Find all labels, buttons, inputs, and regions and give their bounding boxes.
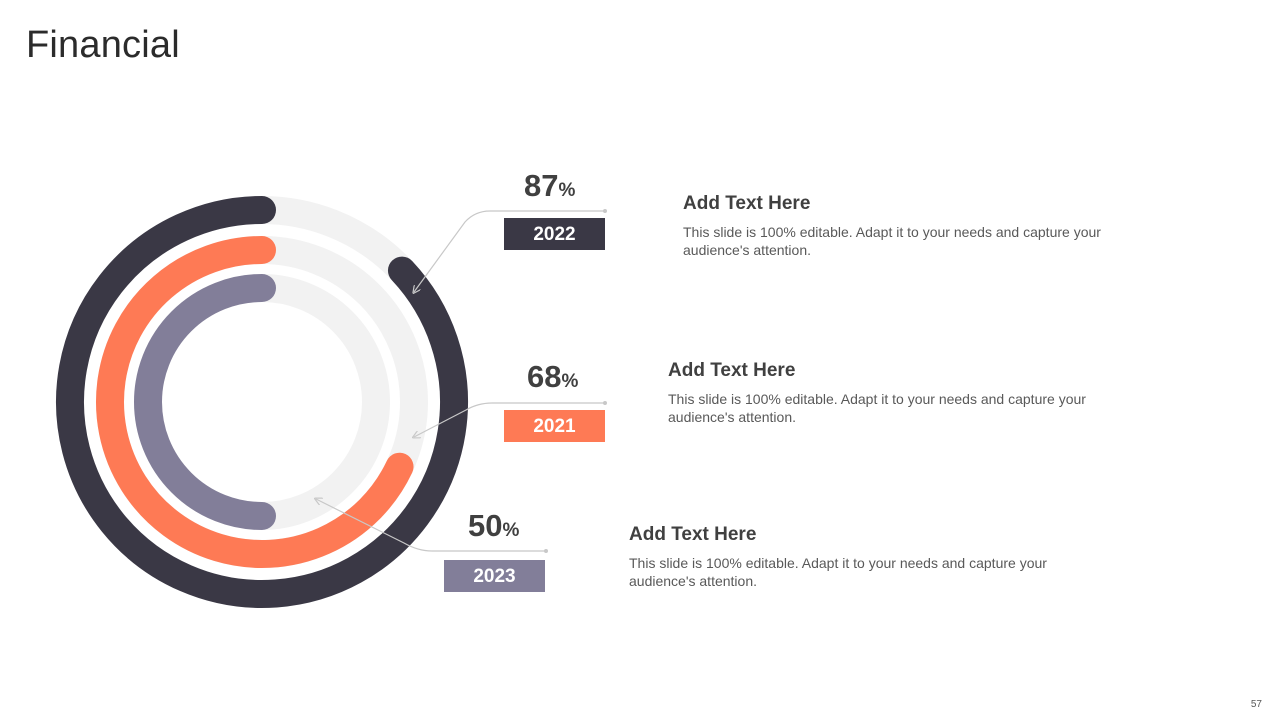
year-badge-2022: 2022 [504, 218, 605, 250]
percent-value: 68 [527, 359, 562, 394]
connector-dot-2022 [603, 209, 607, 213]
percent-value: 87 [524, 168, 559, 203]
connector-lines [316, 209, 607, 553]
percent-symbol: % [561, 371, 579, 392]
year-badge-2023: 2023 [444, 560, 545, 592]
percent-label-2021: 68% [527, 359, 578, 395]
slide-title: Financial [26, 24, 180, 66]
year-badge-2021: 2021 [504, 410, 605, 442]
percent-symbol: % [502, 520, 520, 541]
connector-line-2023 [316, 499, 546, 552]
ring-arcs [56, 196, 468, 608]
percent-value: 50 [468, 508, 503, 543]
text-body: This slide is 100% editable. Adapt it to… [668, 391, 1086, 425]
percent-symbol: % [558, 180, 576, 201]
text-heading: Add Text Here [668, 360, 796, 381]
connector-dot-2023 [544, 549, 548, 553]
connector-line-2021 [414, 402, 605, 437]
text-heading: Add Text Here [683, 193, 811, 214]
connector-dot-2021 [603, 401, 607, 405]
percent-label-2023: 50% [468, 508, 519, 544]
ring-arc-2021 [96, 236, 414, 568]
text-block-2022: Add Text Here This slide is 100% editabl… [683, 193, 1143, 259]
ring-arc-2023 [134, 274, 276, 530]
connector-line-2022 [414, 210, 605, 292]
text-body: This slide is 100% editable. Adapt it to… [629, 555, 1047, 589]
text-heading: Add Text Here [629, 524, 757, 545]
ring-arc-2022 [56, 196, 468, 608]
page-number: 57 [1250, 699, 1262, 710]
text-block-2023: Add Text Here This slide is 100% editabl… [629, 524, 1089, 590]
text-block-2021: Add Text Here This slide is 100% editabl… [668, 360, 1128, 426]
text-body: This slide is 100% editable. Adapt it to… [683, 224, 1101, 258]
percent-label-2022: 87% [524, 168, 575, 204]
